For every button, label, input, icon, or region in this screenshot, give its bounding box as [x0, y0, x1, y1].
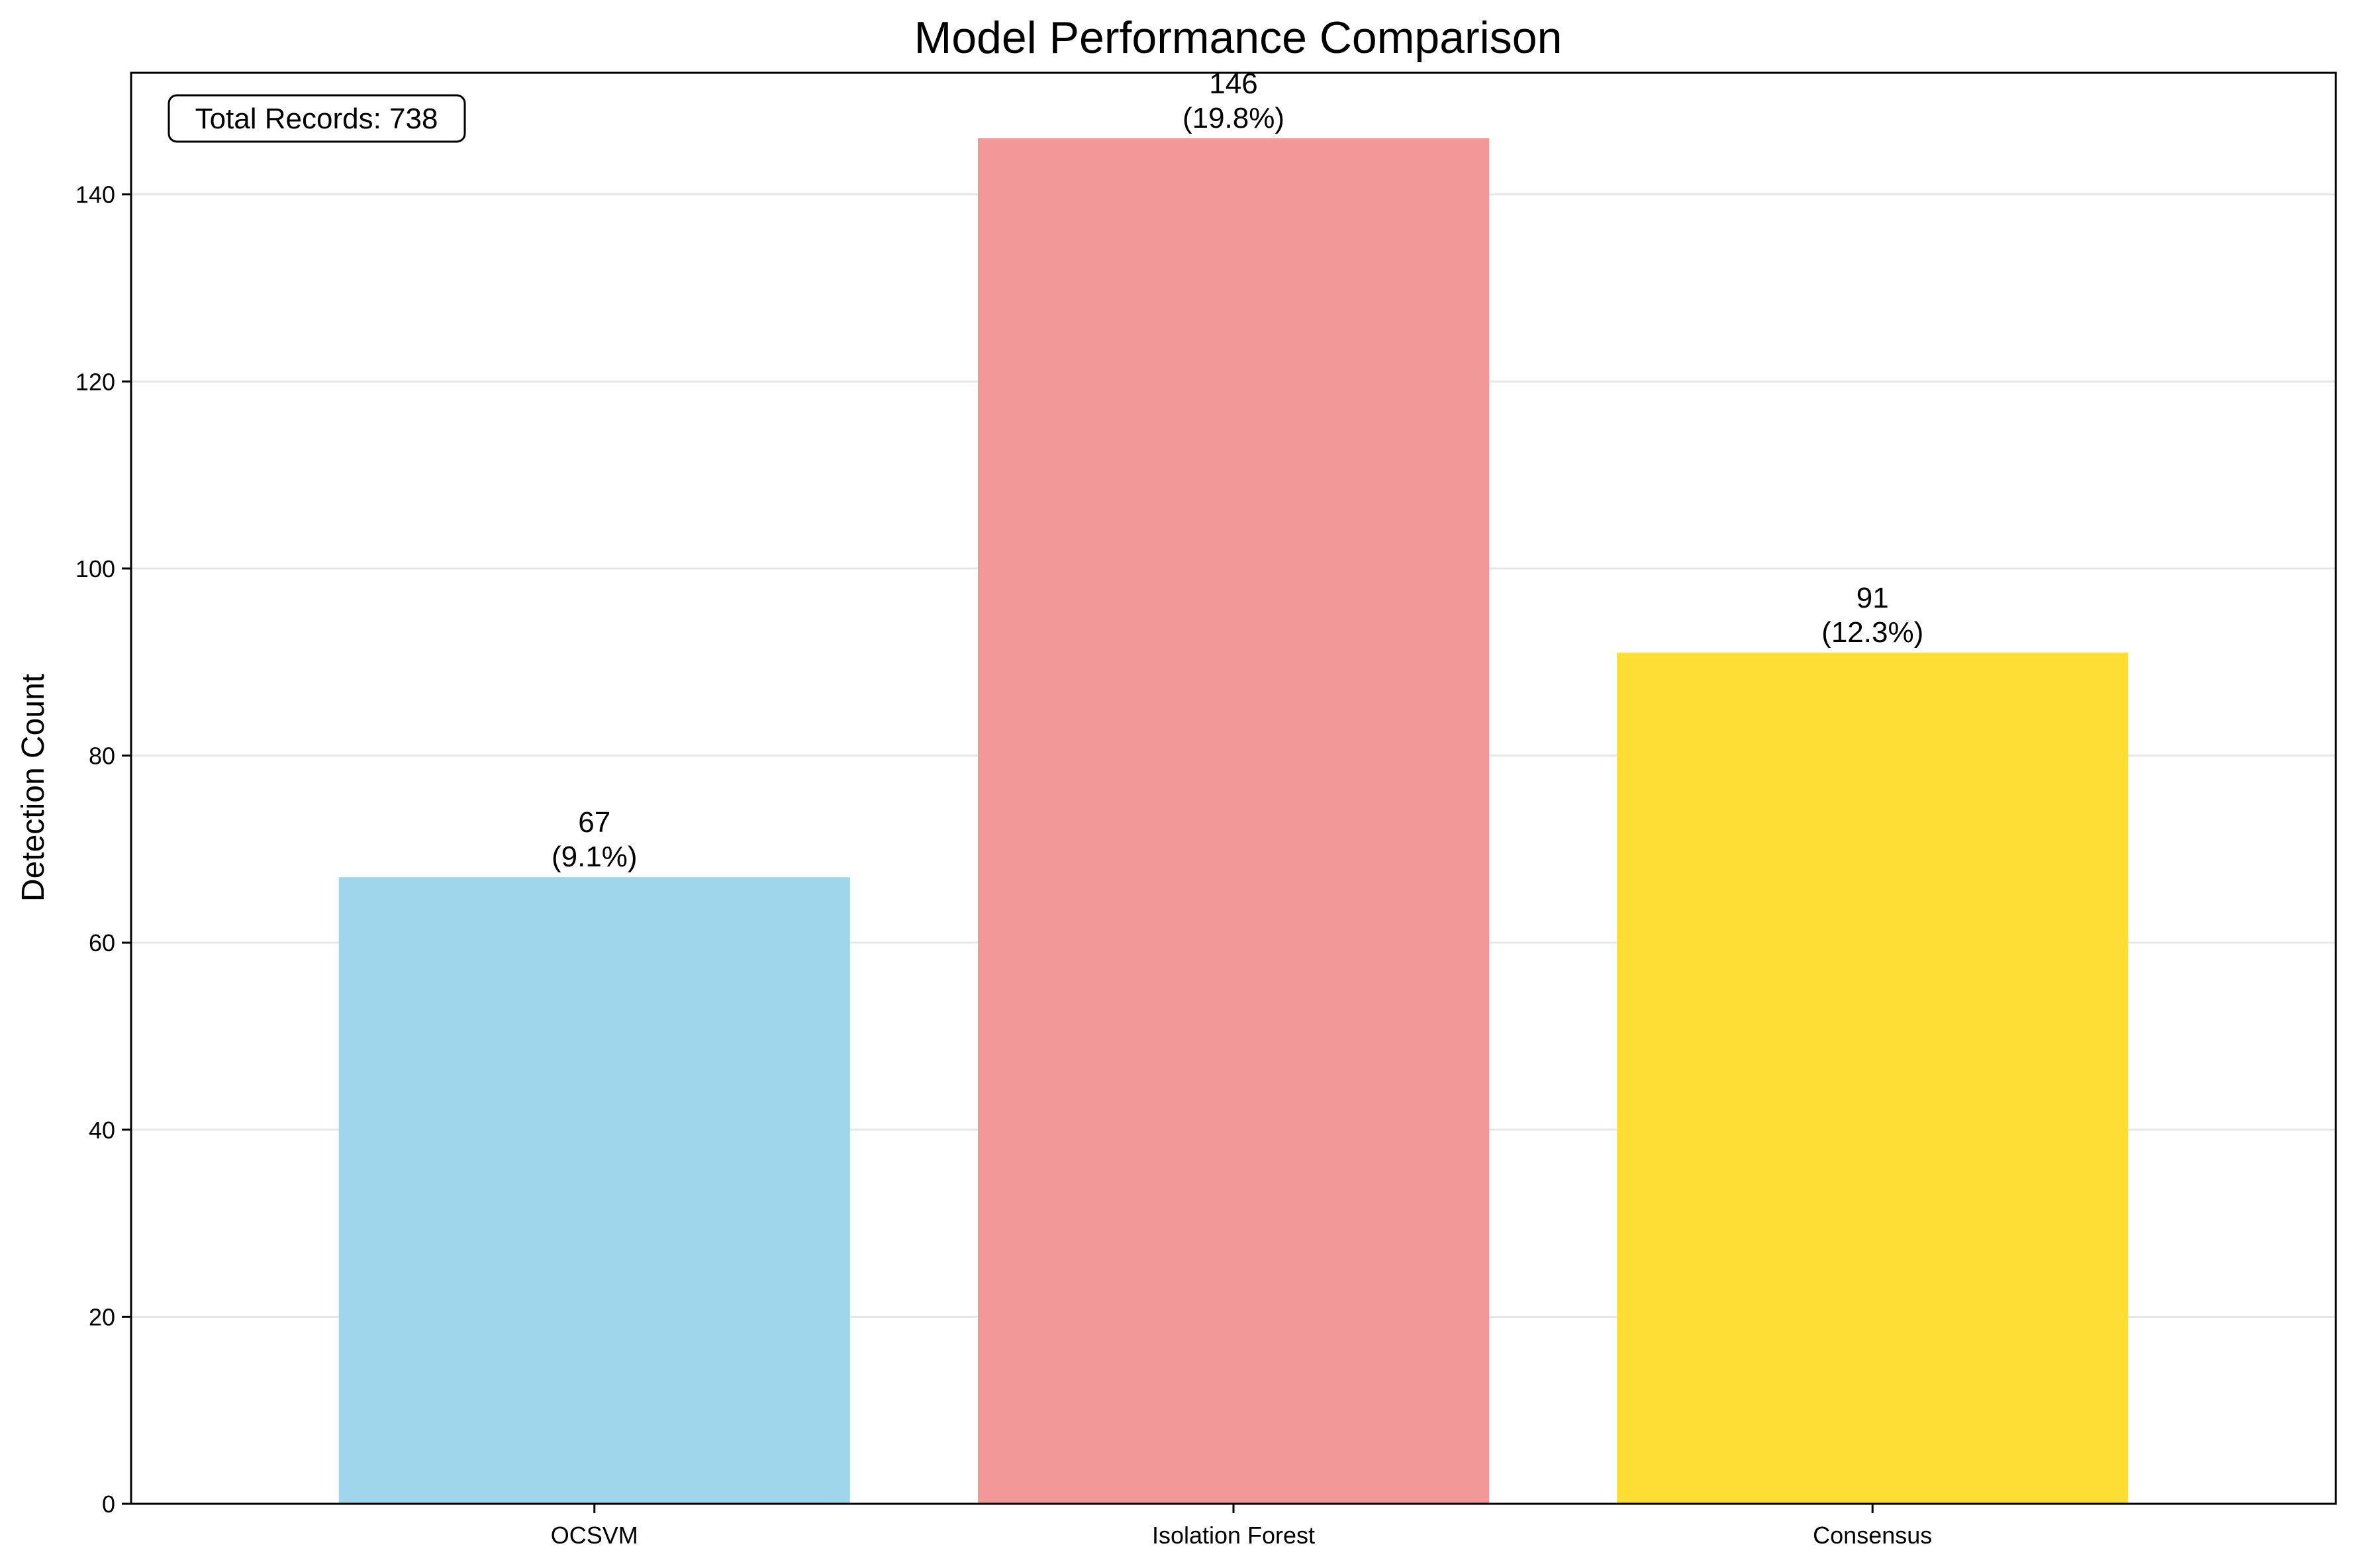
y-tick-label: 80: [89, 743, 115, 770]
bars: [338, 138, 2129, 1504]
chart-title: Model Performance Comparison: [914, 13, 1563, 63]
bar-percent-label: (12.3%): [1821, 616, 1923, 649]
y-tick-label: 0: [102, 1491, 115, 1518]
x-axis-ticks: OCSVM Isolation Forest Consensus: [551, 1504, 1932, 1549]
bar-value-label: 67: [578, 806, 610, 839]
y-tick-label: 60: [89, 929, 115, 956]
bar-ocsvm: [338, 877, 850, 1504]
y-tick-label: 120: [75, 368, 115, 395]
x-tick-label: Isolation Forest: [1152, 1522, 1315, 1549]
bar-value-labels: 67(9.1%)146(19.8%)91(12.3%): [552, 68, 1923, 873]
y-axis-label: Detection Count: [16, 674, 51, 901]
y-axis-ticks: 0 20 40 60 80 100 120 140: [75, 181, 131, 1518]
x-tick-label: OCSVM: [551, 1522, 638, 1549]
bar-value-label: 91: [1857, 582, 1889, 614]
bar-percent-label: (19.8%): [1182, 102, 1284, 134]
total-records-box-border: [168, 94, 466, 143]
y-tick-label: 40: [89, 1117, 115, 1144]
bar-percent-label: (9.1%): [552, 841, 638, 873]
x-tick-label: Consensus: [1813, 1522, 1932, 1549]
y-tick-label: 100: [75, 555, 115, 582]
bar-consensus: [1617, 653, 2129, 1504]
y-tick-label: 140: [75, 181, 115, 208]
bar-isolation-forest: [977, 138, 1490, 1504]
y-tick-label: 20: [89, 1303, 115, 1330]
total-records-text: Total Records: 738: [195, 103, 438, 135]
total-records-box: Total Records: 738: [168, 94, 466, 143]
